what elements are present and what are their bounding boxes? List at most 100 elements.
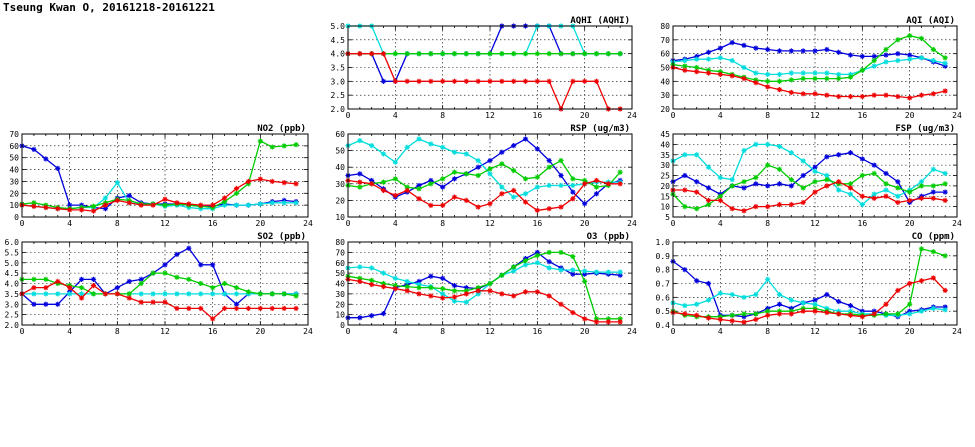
marker-stroke xyxy=(848,150,853,155)
y-tick-label: 10 xyxy=(9,201,19,210)
marker-stroke xyxy=(270,306,275,311)
data-point xyxy=(198,291,204,297)
data-point xyxy=(705,280,712,287)
marker-stroke xyxy=(942,181,948,187)
marker-stroke xyxy=(594,269,599,275)
data-point xyxy=(942,253,948,259)
marker-stroke xyxy=(741,76,747,81)
marker-stroke xyxy=(812,70,818,76)
data-point xyxy=(428,78,434,84)
data-point xyxy=(162,299,168,305)
marker-stroke xyxy=(765,277,770,282)
data-point xyxy=(895,199,901,206)
data-point xyxy=(546,259,552,265)
x-tick-label: 24 xyxy=(952,219,962,228)
marker-stroke xyxy=(682,204,688,209)
data-point xyxy=(511,167,517,174)
data-point xyxy=(895,311,901,317)
data-point xyxy=(847,191,854,197)
data-point xyxy=(102,202,109,208)
marker-stroke xyxy=(393,176,398,182)
y-tick-label: 20 xyxy=(9,189,19,198)
series-line-0 xyxy=(21,247,297,306)
data-point xyxy=(440,78,446,84)
marker-stroke xyxy=(43,302,49,307)
data-point xyxy=(293,305,299,311)
marker-stroke xyxy=(765,79,770,84)
plot-frame xyxy=(21,133,309,218)
marker-stroke xyxy=(115,291,120,297)
marker-stroke xyxy=(452,288,457,293)
marker-stroke xyxy=(931,91,936,96)
marker-stroke xyxy=(210,316,215,321)
marker-stroke xyxy=(895,94,901,99)
marker-stroke xyxy=(907,33,912,38)
data-point xyxy=(859,53,865,60)
data-point xyxy=(765,162,771,168)
marker-stroke xyxy=(558,250,564,255)
marker-stroke xyxy=(258,306,263,311)
marker-stroke xyxy=(765,162,770,168)
data-point xyxy=(570,253,576,260)
x-tick-label: 4 xyxy=(393,111,398,120)
marker-stroke xyxy=(706,185,711,191)
marker-stroke xyxy=(729,40,735,45)
x-tick-label: 20 xyxy=(580,219,590,228)
marker-stroke xyxy=(440,291,445,297)
data-point xyxy=(800,70,806,76)
marker-stroke xyxy=(582,268,587,274)
marker-stroke xyxy=(800,300,806,306)
marker-stroke xyxy=(452,283,457,288)
marker-stroke xyxy=(753,70,759,76)
data-point xyxy=(705,49,712,55)
data-point xyxy=(859,67,865,73)
data-point xyxy=(380,270,387,276)
data-point xyxy=(558,182,564,189)
marker-stroke xyxy=(198,281,203,286)
data-point xyxy=(871,311,877,317)
data-point xyxy=(43,301,49,307)
marker-stroke xyxy=(210,291,215,297)
page-title: Tseung Kwan O, 20161218-20161221 xyxy=(3,1,215,14)
data-point xyxy=(558,51,564,57)
panel-title: AQI (AQI) xyxy=(906,16,955,26)
x-tick-label: 8 xyxy=(440,327,445,336)
marker-stroke xyxy=(79,285,84,290)
data-point xyxy=(269,305,275,311)
marker-stroke xyxy=(789,177,794,182)
y-tick-label: 40 xyxy=(335,163,345,172)
y-tick-label: 3.5 xyxy=(331,64,346,73)
marker-stroke xyxy=(369,265,374,271)
marker-stroke xyxy=(115,198,120,203)
data-point xyxy=(357,138,363,144)
marker-stroke xyxy=(381,311,386,316)
marker-stroke xyxy=(789,150,794,155)
data-point xyxy=(90,276,97,282)
data-point xyxy=(522,258,529,264)
data-point xyxy=(511,51,517,57)
data-point xyxy=(942,170,948,177)
data-point xyxy=(617,169,623,175)
data-point xyxy=(357,264,363,270)
marker-stroke xyxy=(546,293,552,299)
data-point xyxy=(605,181,611,187)
marker-stroke xyxy=(582,79,587,84)
marker-stroke xyxy=(546,206,552,211)
series-line-0 xyxy=(21,145,297,210)
data-point xyxy=(776,143,783,150)
data-point xyxy=(150,291,156,297)
data-point xyxy=(753,311,759,317)
marker-stroke xyxy=(718,45,723,51)
data-point xyxy=(741,75,747,82)
x-tick-label: 8 xyxy=(765,111,770,120)
marker-stroke xyxy=(43,291,49,297)
marker-stroke xyxy=(800,48,806,54)
data-point xyxy=(895,51,901,57)
series-line-3 xyxy=(672,277,946,323)
marker-stroke xyxy=(31,147,37,152)
data-point xyxy=(942,60,948,66)
marker-stroke xyxy=(381,284,386,289)
marker-stroke xyxy=(789,77,794,83)
data-point xyxy=(499,149,505,155)
data-point xyxy=(198,202,204,208)
